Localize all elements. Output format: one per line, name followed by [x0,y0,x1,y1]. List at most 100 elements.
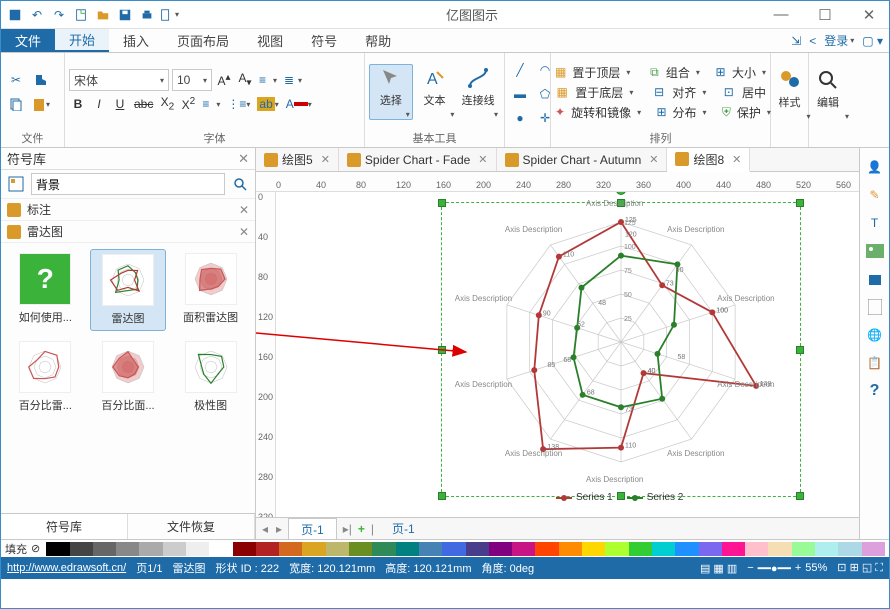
help-icon[interactable]: ? [864,380,886,402]
no-fill-icon[interactable]: ⊘ [31,542,40,555]
doctab-3[interactable]: 绘图8✕ [667,148,750,172]
share2-icon[interactable]: < [809,34,816,48]
subscript-button[interactable]: X2 [158,95,176,112]
font-size-combo[interactable]: 10▾ [172,69,212,91]
layer-icon[interactable] [864,268,886,290]
size-icon[interactable]: ⊞ [715,65,726,79]
page-tab-1b[interactable]: 页-1 [380,518,427,539]
menu-symbol[interactable]: 符号 [297,29,351,52]
search-icon[interactable] [229,173,251,195]
clipboard-icon[interactable]: 📋 [864,352,886,374]
page-prev[interactable]: ▸ [274,522,284,536]
menu-insert[interactable]: 插入 [109,29,163,52]
zoom-out[interactable]: − [747,562,753,574]
page-icon[interactable] [864,296,886,318]
line-shape-icon[interactable]: ╱ [509,59,531,81]
maximize-button[interactable]: ☐ [809,6,841,24]
shape-pct-radar[interactable]: 百分比雷... [7,337,84,417]
menu-view[interactable]: 视图 [243,29,297,52]
search-input[interactable] [31,173,225,195]
connector-tool[interactable]: 连接线▾ [456,64,500,120]
doctab-0[interactable]: 绘图5✕ [256,148,339,171]
group-icon[interactable]: ⧉ [649,65,660,80]
copy-icon[interactable] [5,93,27,115]
cut-icon[interactable]: ✂ [5,69,27,91]
shape-area-radar[interactable]: 面积雷达图 [172,249,249,331]
page-tab-1[interactable]: 页-1 [288,518,337,539]
bullet-list-icon[interactable]: ≡▾ [257,69,279,91]
redo-icon[interactable]: ↷ [49,5,69,25]
center-icon[interactable]: ⊡ [722,85,736,99]
font-color-icon[interactable]: A▾ [284,93,314,115]
zoom-slider[interactable]: ━━●━━ [758,562,791,575]
sidebar-close-icon[interactable]: ✕ [238,151,249,167]
close-button[interactable]: ✕ [853,6,885,24]
page-first[interactable]: ◂ [260,522,270,536]
login-button[interactable]: 登录 ▾ [824,32,854,49]
numbered-list-icon[interactable]: ⋮≡▾ [225,93,252,115]
sidebar-tab-library[interactable]: 符号库 [1,514,128,539]
save-icon[interactable] [115,5,135,25]
send-back-icon[interactable]: ▦ [555,85,569,99]
drawing-canvas[interactable]: 2550751001251251207390100100148584040110… [276,192,859,517]
menu-start[interactable]: 开始 [55,29,109,52]
share-icon[interactable]: ⇲ [791,34,801,48]
resize-handle[interactable] [796,346,804,354]
pencil-icon[interactable]: ✎ [864,184,886,206]
category-radar[interactable]: 雷达图✕ [1,221,255,243]
collapse-ribbon-icon[interactable]: ▢ ▾ [862,34,883,48]
undo-icon[interactable]: ↶ [27,5,47,25]
resize-handle[interactable] [796,199,804,207]
category-callout[interactable]: 标注✕ [1,199,255,221]
doctab-1[interactable]: Spider Chart - Fade✕ [339,148,497,171]
select-tool[interactable]: 选择▾ [369,64,413,120]
add-page[interactable]: + [358,522,365,536]
paste-icon[interactable]: ▾ [30,93,52,115]
zoom-in[interactable]: + [795,562,801,574]
distribute-icon[interactable]: ⊞ [656,105,666,119]
user-icon[interactable]: 👤 [864,156,886,178]
status-url[interactable]: http://www.edrawsoft.cn/ [7,562,126,574]
align-icon[interactable]: ≡▾ [200,93,222,115]
menu-help[interactable]: 帮助 [351,29,405,52]
image-icon[interactable] [864,240,886,262]
shape-radar[interactable]: 雷达图 [90,249,167,331]
menu-file[interactable]: 文件 [1,29,55,52]
menu-pagelayout[interactable]: 页面布局 [163,29,243,52]
resize-handle[interactable] [796,492,804,500]
resize-handle[interactable] [438,492,446,500]
library-browse-icon[interactable] [5,173,27,195]
rect-shape-icon[interactable]: ▬ [509,83,531,105]
italic-button[interactable]: I [90,97,108,111]
underline-button[interactable]: U [111,97,129,111]
shape-polar[interactable]: 极性图 [172,337,249,417]
export-icon[interactable]: ▾ [159,5,179,25]
view-buttons[interactable]: ▤ ▦ ▥ [700,562,737,575]
logo-icon[interactable] [5,5,25,25]
strike-button[interactable]: abc [132,97,155,111]
open-icon[interactable] [93,5,113,25]
new-icon[interactable] [71,5,91,25]
highlight-icon[interactable]: ab▾ [255,93,280,115]
font-name-combo[interactable]: 宋体▾ [69,69,169,91]
rotate-icon[interactable]: ✦ [555,105,565,119]
resize-handle[interactable] [438,199,446,207]
minimize-button[interactable]: — [765,6,797,24]
page-next[interactable]: ▸| [341,522,354,536]
superscript-button[interactable]: X2 [179,96,197,112]
bring-front[interactable]: 置于顶层 [572,64,620,81]
align-tool-icon[interactable]: ⊟ [652,85,666,99]
text-icon[interactable]: T [864,212,886,234]
radar-chart[interactable]: 2550751001251251207390100100148584040110… [471,192,771,492]
globe-icon[interactable]: 🌐 [864,324,886,346]
decrease-font-icon[interactable]: A▾ [236,71,254,88]
sidebar-tab-recovery[interactable]: 文件恢复 [128,514,255,539]
bold-button[interactable]: B [69,97,87,111]
shape-pct-area[interactable]: 百分比面... [90,337,167,417]
color-palette[interactable] [46,542,885,556]
find-button[interactable]: 编辑▾ [805,66,851,122]
protect-icon[interactable]: ⛨ [722,105,731,120]
doctab-2[interactable]: Spider Chart - Autumn✕ [497,148,668,171]
fit-icons[interactable]: ⊡ ⊞ ◱ ⛶ [837,561,883,575]
print-icon[interactable] [137,5,157,25]
